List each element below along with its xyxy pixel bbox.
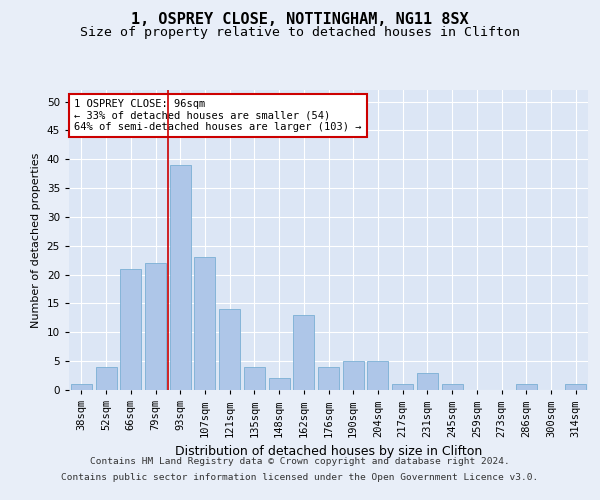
Bar (367, 361, 388, 390)
Bar (516, 384, 537, 390)
Bar (170, 165, 191, 390)
Y-axis label: Number of detached properties: Number of detached properties (31, 152, 41, 328)
Bar (269, 378, 290, 390)
X-axis label: Distribution of detached houses by size in Clifton: Distribution of detached houses by size … (175, 445, 482, 458)
Bar (145, 263, 166, 390)
Bar (417, 372, 438, 390)
Bar (244, 367, 265, 390)
Text: Contains HM Land Registry data © Crown copyright and database right 2024.: Contains HM Land Registry data © Crown c… (90, 458, 510, 466)
Bar (565, 384, 586, 390)
Bar (442, 384, 463, 390)
Bar (343, 361, 364, 390)
Bar (318, 367, 339, 390)
Text: 1 OSPREY CLOSE: 96sqm
← 33% of detached houses are smaller (54)
64% of semi-deta: 1 OSPREY CLOSE: 96sqm ← 33% of detached … (74, 99, 362, 132)
Bar (194, 258, 215, 390)
Bar (219, 309, 240, 390)
Text: Contains public sector information licensed under the Open Government Licence v3: Contains public sector information licen… (61, 472, 539, 482)
Bar (120, 269, 141, 390)
Bar (293, 315, 314, 390)
Bar (95, 367, 116, 390)
Bar (71, 384, 92, 390)
Text: 1, OSPREY CLOSE, NOTTINGHAM, NG11 8SX: 1, OSPREY CLOSE, NOTTINGHAM, NG11 8SX (131, 12, 469, 28)
Text: Size of property relative to detached houses in Clifton: Size of property relative to detached ho… (80, 26, 520, 39)
Bar (392, 384, 413, 390)
